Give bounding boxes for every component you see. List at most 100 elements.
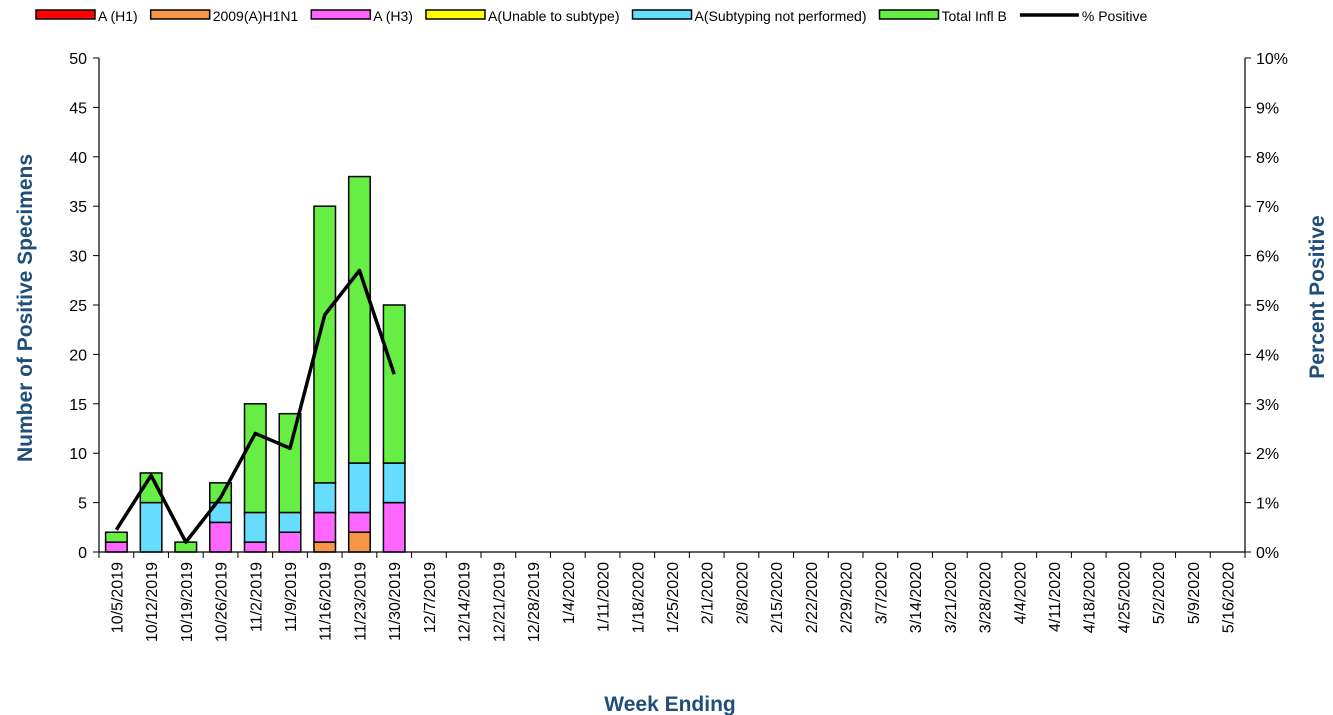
x-tick-label: 1/18/2020 — [630, 562, 647, 633]
bar-segment — [347, 511, 371, 533]
y-tick-label: 10 — [69, 446, 87, 463]
bar-segment — [243, 511, 267, 543]
y2-tick-label: 5% — [1256, 298, 1279, 315]
x-tick-label: 11/23/2019 — [352, 562, 369, 641]
legend-label: A (H1) — [98, 8, 138, 24]
x-tick-label: 5/16/2020 — [1221, 562, 1238, 633]
bar-segment — [382, 304, 406, 464]
legend-item: A(Unable to subtype) — [425, 8, 620, 24]
y2-tick-label: 9% — [1256, 100, 1279, 117]
x-tick-label: 2/22/2020 — [804, 562, 821, 633]
bar-segment — [104, 531, 128, 543]
bar-segment — [278, 531, 302, 553]
x-tick-label: 12/21/2019 — [491, 562, 508, 642]
x-tick-label: 1/11/2020 — [596, 562, 613, 632]
y-tick-label: 15 — [69, 397, 87, 414]
x-tick-label: 4/11/2020 — [1047, 562, 1064, 632]
y2-tick-label: 6% — [1256, 249, 1279, 266]
bar-segment — [243, 541, 267, 553]
bar-segment — [278, 412, 302, 514]
x-tick-label: 11/9/2019 — [283, 562, 300, 632]
x-tick-label: 11/16/2019 — [318, 562, 335, 641]
x-tick-label: 12/7/2019 — [422, 562, 439, 633]
bar-segment — [313, 205, 337, 484]
bar-segment — [243, 403, 267, 514]
bar-segment — [278, 511, 302, 533]
x-tick-label: 1/25/2020 — [665, 562, 682, 633]
y-tick-label: 25 — [69, 298, 87, 315]
y2-tick-label: 4% — [1256, 347, 1279, 364]
legend-label: A (H3) — [373, 8, 413, 24]
x-tick-label: 10/26/2019 — [214, 562, 231, 642]
legend-label: Total Infl B — [942, 8, 1007, 24]
x-tick-label: 2/1/2020 — [700, 562, 717, 624]
x-tick-label: 10/12/2019 — [144, 562, 161, 642]
x-tick-label: 3/28/2020 — [978, 562, 995, 633]
percent-line-layer — [114, 268, 396, 544]
y2-axis-title: Percent Positive — [1306, 215, 1329, 378]
bar-segment — [313, 511, 337, 543]
y-tick-label: 35 — [69, 199, 87, 216]
legend-swatch — [425, 9, 486, 20]
bars-layer — [104, 175, 406, 553]
x-tick-label: 5/2/2020 — [1151, 562, 1168, 624]
bar-segment — [347, 462, 371, 514]
x-tick-label: 2/8/2020 — [734, 562, 751, 624]
legend-swatch — [878, 9, 940, 20]
x-tick-label: 4/18/2020 — [1082, 562, 1099, 633]
legend-item: A (H3) — [310, 8, 413, 24]
y2-tick-label: 7% — [1256, 199, 1279, 216]
bar-segment — [209, 521, 233, 553]
x-tick-label: 12/28/2019 — [526, 562, 543, 642]
x-tick-label: 3/7/2020 — [873, 562, 890, 624]
legend-item: Total Infl B — [878, 8, 1007, 24]
y2-tick-label: 2% — [1256, 446, 1279, 463]
x-tick-label: 2/15/2020 — [769, 562, 786, 633]
y-tick-label: 30 — [69, 249, 87, 266]
y-tick-label: 20 — [69, 347, 87, 364]
y-tick-label: 45 — [69, 100, 87, 117]
legend-item: % Positive — [1019, 8, 1148, 24]
legend-swatch — [149, 9, 211, 20]
x-tick-label: 10/19/2019 — [179, 562, 196, 642]
legend-label: A(Unable to subtype) — [488, 8, 620, 24]
axes-layer: 0 5 10 15 20 25 30 35 40 45 50 0% 1% 2% 3% 4% 5% 6% 7% 8% 9%… — [69, 51, 1288, 642]
legend: A (H1) 2009(A)H1N1 A (H3) A(Unable to subty… — [35, 8, 1148, 24]
y2-tick-label: 10% — [1256, 51, 1288, 68]
legend-label: % Positive — [1082, 8, 1148, 24]
x-tick-label: 3/21/2020 — [943, 562, 960, 633]
x-tick-label: 4/25/2020 — [1116, 562, 1133, 633]
legend-item: 2009(A)H1N1 — [149, 8, 299, 24]
legend-swatch — [631, 9, 693, 20]
y-axis-title: Number of Positive Specimens — [14, 154, 37, 462]
bar-segment — [382, 462, 406, 504]
y-tick-label: 0 — [78, 545, 87, 562]
bar-segment — [139, 472, 163, 504]
y-tick-label: 50 — [69, 51, 87, 68]
x-tick-label: 12/14/2019 — [457, 562, 474, 642]
legend-item: A (H1) — [35, 8, 138, 24]
bar-segment — [347, 175, 371, 464]
y2-tick-label: 1% — [1256, 496, 1279, 513]
x-tick-label: 2/29/2020 — [839, 562, 856, 633]
x-tick-label: 1/4/2020 — [561, 562, 578, 624]
y2-tick-label: 3% — [1256, 397, 1279, 414]
bar-segment — [313, 482, 337, 514]
bar-segment — [139, 501, 163, 553]
bar-segment — [382, 501, 406, 553]
y-tick-label: 40 — [69, 150, 87, 167]
y2-tick-label: 8% — [1256, 150, 1279, 167]
y2-tick-label: 0% — [1256, 545, 1279, 562]
legend-swatch — [35, 9, 96, 20]
percent-positive-line — [114, 268, 396, 544]
legend-label: 2009(A)H1N1 — [213, 8, 299, 24]
y-tick-label: 5 — [78, 496, 87, 513]
x-tick-label: 10/5/2019 — [109, 562, 126, 633]
bar-segment — [104, 541, 128, 553]
bar-segment — [313, 541, 337, 553]
x-tick-label: 4/4/2020 — [1012, 562, 1029, 624]
x-tick-label: 11/2/2019 — [248, 562, 265, 632]
x-tick-label: 5/9/2020 — [1186, 562, 1203, 624]
x-tick-label: 3/14/2020 — [908, 562, 925, 633]
